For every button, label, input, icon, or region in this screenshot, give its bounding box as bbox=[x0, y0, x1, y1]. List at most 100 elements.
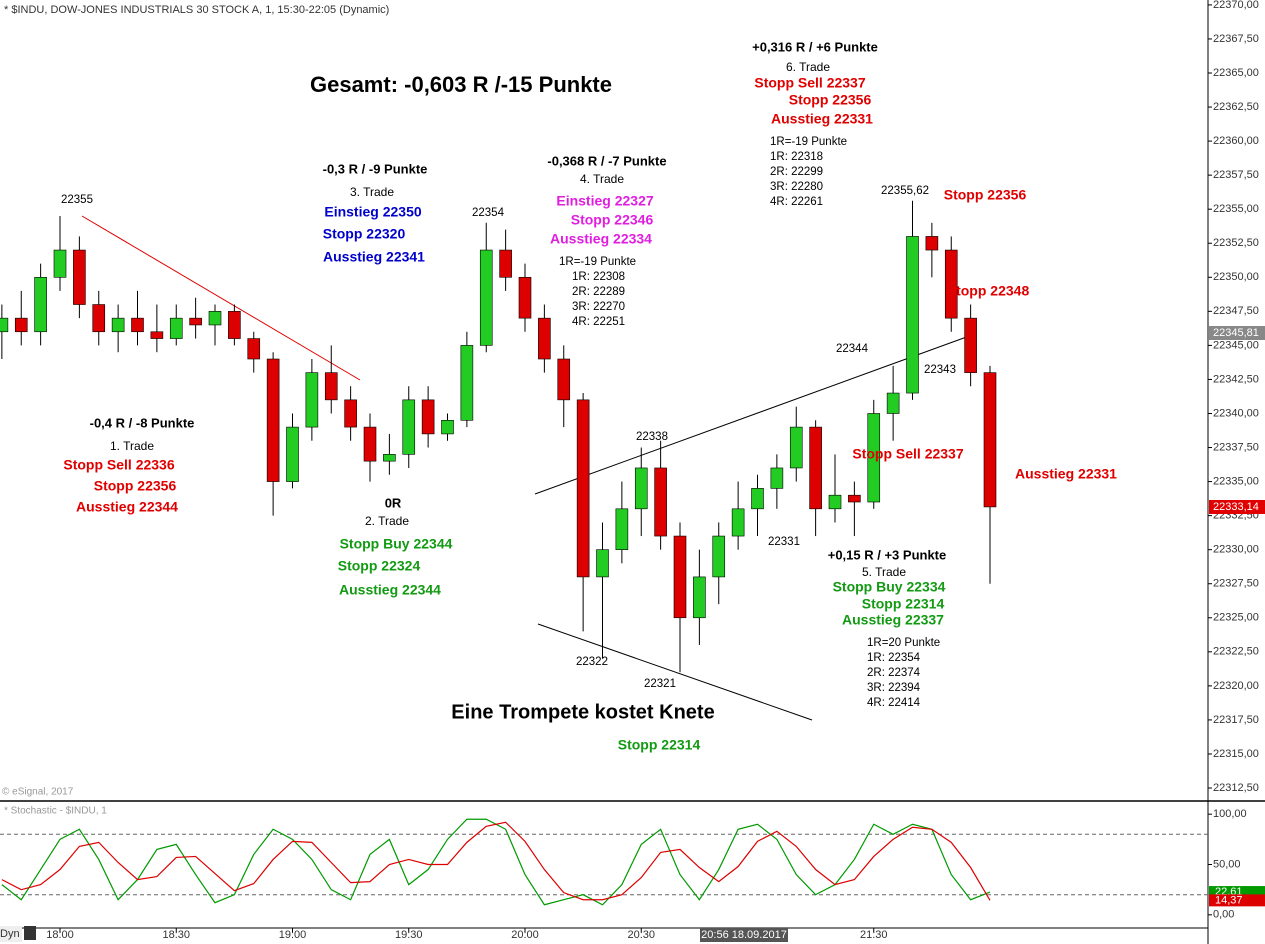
candle-body bbox=[789, 426, 803, 469]
dyn-box bbox=[0, 926, 22, 942]
stochastic-line bbox=[1, 818, 991, 906]
candle-body bbox=[983, 372, 997, 508]
y-tick-label: 0,00 bbox=[1213, 909, 1234, 921]
annotation: 22338 bbox=[636, 431, 668, 443]
candle-body bbox=[460, 345, 474, 421]
candle-body bbox=[14, 317, 28, 333]
candle-body bbox=[479, 249, 493, 346]
x-tick-label: 18:30 bbox=[162, 929, 190, 941]
annotation: Einstieg 22350 bbox=[324, 204, 421, 220]
annotation: 1R=-19 Punkte bbox=[770, 136, 847, 148]
price-tag-box bbox=[1209, 500, 1265, 514]
candle-body bbox=[693, 576, 706, 619]
cursor-box bbox=[700, 928, 788, 942]
price-tag-box bbox=[1209, 326, 1265, 340]
y-tick-label: 22315,00 bbox=[1213, 748, 1259, 760]
candle-body bbox=[964, 317, 977, 373]
candle-body bbox=[344, 399, 357, 428]
annotation: 2R: 22374 bbox=[867, 667, 921, 679]
annotation: Stopp 22314 bbox=[862, 596, 945, 612]
x-tick-label: 19:00 bbox=[279, 929, 307, 941]
price-tag: 22333,14 bbox=[1213, 501, 1259, 513]
candle-body bbox=[383, 454, 396, 462]
annotation: 3R: 22270 bbox=[572, 301, 625, 313]
annotation: Ausstieg 22331 bbox=[771, 111, 873, 127]
candle-body bbox=[34, 276, 47, 333]
cursor-label: 20:56 18.09.2017 bbox=[701, 929, 787, 941]
annotation: 5. Trade bbox=[862, 565, 906, 579]
trend-line bbox=[81, 215, 361, 381]
annotation: Eine Trompete kostet Knete bbox=[451, 701, 714, 723]
candle-body bbox=[634, 467, 648, 510]
x-tick-label: 20:00 bbox=[511, 929, 539, 941]
annotation: Ausstieg 22344 bbox=[339, 582, 441, 598]
annotation: 22343 bbox=[924, 364, 956, 376]
annotation: Ausstieg 22344 bbox=[76, 499, 178, 515]
y-tick-label: 22312,50 bbox=[1213, 782, 1259, 794]
annotation: 4R: 22251 bbox=[572, 316, 625, 328]
annotation: Stopp 22320 bbox=[323, 226, 406, 242]
annotation: 3. Trade bbox=[350, 185, 394, 199]
y-tick-label: 22347,50 bbox=[1213, 305, 1259, 317]
candle-body bbox=[809, 426, 822, 510]
candle-body bbox=[92, 304, 106, 333]
y-tick-label: 22355,00 bbox=[1213, 203, 1259, 215]
candle-body bbox=[751, 488, 764, 510]
annotation: 22354 bbox=[472, 207, 505, 219]
annotation: -0,368 R / -7 Punkte bbox=[547, 153, 666, 168]
candle-body bbox=[363, 426, 377, 462]
y-tick-label: 22350,00 bbox=[1213, 271, 1259, 283]
y-tick-label: 22365,00 bbox=[1213, 67, 1259, 79]
copyright: © eSignal, 2017 bbox=[2, 787, 74, 798]
candle-body bbox=[266, 358, 280, 482]
dyn-button bbox=[24, 926, 36, 940]
annotation: Stopp 22348 bbox=[947, 283, 1030, 299]
candle-body bbox=[731, 508, 745, 537]
candle-body bbox=[402, 399, 416, 455]
value-tag: 14,37 bbox=[1215, 894, 1243, 906]
candle-body bbox=[286, 426, 299, 482]
candle-body bbox=[576, 399, 590, 578]
annotation: 2R: 22299 bbox=[770, 166, 823, 178]
annotation: 3R: 22394 bbox=[867, 682, 921, 694]
candle-body bbox=[886, 392, 900, 414]
annotation: 6. Trade bbox=[786, 60, 830, 74]
annotation: -0,3 R / -9 Punkte bbox=[323, 161, 428, 176]
annotation: 1R: 22318 bbox=[770, 151, 823, 163]
candle-body bbox=[228, 311, 241, 339]
y-tick-label: 50,00 bbox=[1213, 858, 1241, 870]
annotation: Einstieg 22327 bbox=[556, 193, 653, 209]
annotation: Stopp 22346 bbox=[571, 212, 654, 228]
candle-body bbox=[925, 236, 939, 251]
dyn-label: Dyn bbox=[0, 928, 20, 940]
annotation: 4R: 22261 bbox=[770, 196, 823, 208]
y-tick-label: 100,00 bbox=[1213, 808, 1247, 820]
annotation: Ausstieg 22337 bbox=[842, 612, 944, 628]
candle-body bbox=[557, 358, 571, 401]
annotation: Stopp 22314 bbox=[618, 737, 701, 753]
y-tick-label: 22357,50 bbox=[1213, 169, 1259, 181]
candle-body bbox=[828, 494, 842, 510]
y-tick-label: 22337,50 bbox=[1213, 441, 1259, 453]
y-tick-label: 22327,50 bbox=[1213, 578, 1259, 590]
x-tick-label: 18:00 bbox=[46, 929, 74, 941]
annotation: Stopp Sell 22336 bbox=[63, 457, 174, 473]
candle-body bbox=[324, 372, 338, 401]
candle-body bbox=[169, 317, 183, 339]
candle-body bbox=[654, 467, 667, 537]
candle-body bbox=[518, 276, 532, 319]
annotation: 1. Trade bbox=[110, 439, 154, 453]
y-tick-label: 22352,50 bbox=[1213, 237, 1259, 249]
candle-body bbox=[0, 317, 9, 333]
y-tick-label: 22367,50 bbox=[1213, 33, 1259, 45]
x-tick-label: 20:30 bbox=[627, 929, 655, 941]
annotation: 3R: 22280 bbox=[770, 181, 823, 193]
annotation: Ausstieg 22331 bbox=[1015, 466, 1117, 482]
annotation: 1R: 22308 bbox=[572, 271, 625, 283]
annotation: 2. Trade bbox=[365, 514, 409, 528]
annotation: 4. Trade bbox=[580, 172, 624, 186]
annotation: +0,316 R / +6 Punkte bbox=[752, 39, 878, 54]
annotation: Stopp Sell 22337 bbox=[852, 446, 963, 462]
annotation: 22344 bbox=[836, 343, 869, 355]
